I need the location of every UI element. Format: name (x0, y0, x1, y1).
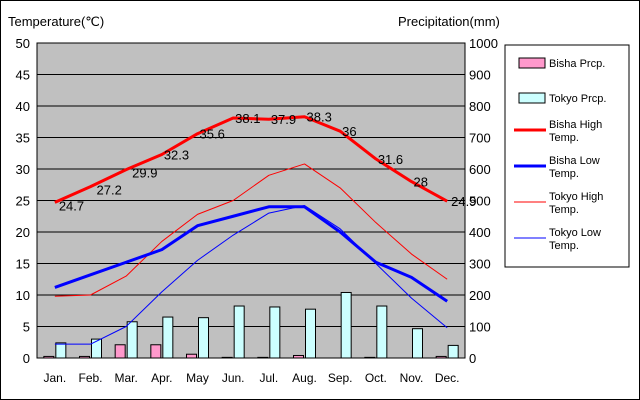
data-label: 24.9 (451, 194, 476, 209)
left-tick-label: 25 (16, 194, 30, 209)
bar-bisha-prcp (257, 356, 269, 359)
right-tick-label: 300 (469, 257, 491, 272)
bar-bisha-prcp (364, 356, 376, 359)
left-tick-label: 45 (16, 68, 30, 83)
legend-label: Tokyo Prcp. (549, 93, 606, 105)
bar-tokyo-prcp (162, 316, 174, 359)
right-tick-label: 600 (469, 162, 491, 177)
data-label: 29.9 (132, 166, 157, 181)
bar-tokyo-prcp (412, 328, 423, 359)
x-tick-label: Jan. (43, 371, 66, 385)
line-bisha-high-temp (54, 115, 448, 204)
right-tick-label: 500 (469, 194, 491, 209)
x-tick-label: Aug. (292, 371, 317, 385)
bar-tokyo-prcp (233, 305, 245, 359)
data-label: 28 (414, 175, 428, 190)
bar-bisha-prcp (293, 354, 304, 359)
bar-bisha-prcp (79, 355, 90, 359)
x-tick-label: Sep. (328, 371, 353, 385)
right-tick-label: 100 (469, 320, 491, 335)
x-tick-label: Jul. (259, 371, 278, 385)
bar-tokyo-prcp (269, 306, 281, 359)
x-tick-label: May (186, 371, 209, 385)
left-tick-label: 10 (16, 288, 30, 303)
data-label: 38.3 (307, 110, 332, 125)
left-tick-label: 15 (16, 257, 30, 272)
bar-bisha-prcp (114, 344, 126, 359)
data-label: 31.6 (378, 152, 403, 167)
bar-tokyo-prcp (305, 308, 316, 359)
left-tick-label: 30 (16, 162, 30, 177)
x-tick-label: Dec. (435, 371, 460, 385)
bar-bisha-prcp (150, 344, 162, 359)
legend-label: Tokyo High (549, 191, 603, 203)
left-axis-title: Temperature(℃) (8, 14, 104, 29)
bar-tokyo-prcp (340, 291, 352, 359)
data-label: 32.3 (164, 148, 189, 163)
data-label: 36 (342, 124, 356, 139)
legend-box (504, 44, 630, 268)
left-tick-label: 40 (16, 99, 30, 114)
right-tick-label: 900 (469, 68, 491, 83)
data-label: 24.7 (59, 198, 84, 213)
legend-label: Tokyo Low (549, 227, 601, 239)
bar-bisha-prcp (435, 355, 447, 359)
legend-label: Temp. (549, 204, 579, 216)
left-tick-label: 35 (16, 131, 30, 146)
legend-label: Temp. (549, 132, 579, 144)
legend-label: Temp. (549, 168, 579, 180)
right-tick-label: 400 (469, 225, 491, 240)
right-tick-label: 700 (469, 131, 491, 146)
right-tick-label: 0 (469, 351, 476, 366)
x-tick-label: Apr. (151, 371, 172, 385)
bar-tokyo-prcp (55, 342, 67, 359)
right-tick-label: 800 (469, 99, 491, 114)
right-axis-title: Precipitation(mm) (398, 14, 500, 29)
left-tick-label: 50 (16, 36, 30, 51)
legend-label: Temp. (549, 240, 579, 252)
bar-bisha-prcp (186, 353, 197, 359)
data-label: 27.2 (97, 183, 122, 198)
bar-tokyo-prcp (126, 321, 138, 359)
x-tick-label: Nov. (400, 371, 424, 385)
x-tick-label: Oct. (365, 371, 387, 385)
left-tick-label: 20 (16, 225, 30, 240)
legend-label: Bisha Prcp. (549, 58, 605, 70)
left-tick-label: 0 (23, 351, 30, 366)
right-tick-label: 200 (469, 288, 491, 303)
line-tokyo-high-temp (54, 163, 448, 297)
right-tick-label: 1000 (469, 36, 498, 51)
x-tick-label: Mar. (114, 371, 137, 385)
line-bisha-low-temp (54, 205, 449, 303)
bar-bisha-prcp (43, 355, 55, 359)
left-tick-label: 5 (23, 320, 30, 335)
legend-swatch (518, 92, 546, 104)
data-label: 37.9 (271, 112, 296, 127)
bar-tokyo-prcp (376, 305, 388, 359)
x-tick-label: Jun. (222, 371, 245, 385)
bar-tokyo-prcp (198, 317, 209, 359)
legend-swatch (518, 57, 546, 69)
bar-tokyo-prcp (91, 338, 102, 359)
x-tick-label: Feb. (78, 371, 102, 385)
legend-label: Bisha Low (549, 155, 600, 167)
bar-tokyo-prcp (447, 344, 459, 359)
bar-bisha-prcp (221, 356, 233, 359)
data-label: 35.6 (200, 127, 225, 142)
line-tokyo-low-temp (54, 205, 448, 345)
data-label: 38.1 (235, 111, 260, 126)
legend-label: Bisha High (549, 119, 602, 131)
